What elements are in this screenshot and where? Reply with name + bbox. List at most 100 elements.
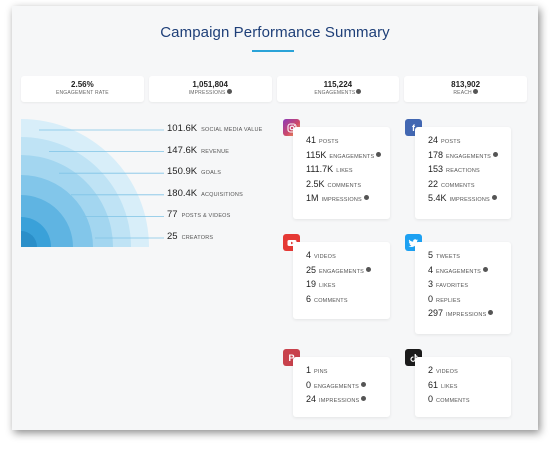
metric-row: 115K ENGAGEMENTS: [306, 150, 390, 165]
stat-value: 1,051,804: [192, 80, 228, 89]
summary-item: 150.9K GOALS: [167, 166, 222, 178]
metric-row: 3 FAVORITES: [428, 279, 511, 294]
metric-row: 153 REACTIONS: [428, 164, 511, 179]
summary-item: 147.6K REVENUE: [167, 144, 230, 156]
info-icon[interactable]: [226, 89, 232, 95]
tiktok-stats-card: 2 VIDEOS 61 LIKES 0 COMMENTS: [415, 357, 511, 417]
info-icon[interactable]: [472, 89, 478, 95]
metric-row: 24 IMPRESSIONS: [306, 394, 390, 409]
metric-row: 19 LIKES: [306, 279, 390, 294]
metric-row: 4 VIDEOS: [306, 250, 390, 265]
info-icon[interactable]: [361, 381, 366, 387]
title-underline: [252, 50, 294, 52]
metric-label: VIDEOS: [314, 254, 336, 260]
metric-label: VIDEOS: [436, 369, 458, 375]
youtube-stats-card: 4 VIDEOS 25 ENGAGEMENTS 19 LIKES 6 COMMENTS: [293, 242, 390, 319]
metric-value: 61: [428, 379, 439, 390]
info-icon[interactable]: [483, 266, 488, 272]
stat-card-engagements: 115,224 ENGAGEMENTS: [276, 76, 400, 102]
metric-value: 153: [428, 164, 444, 175]
stat-card-impressions: 1,051,804 IMPRESSIONS: [148, 76, 272, 102]
metric-value: 111.7K: [306, 164, 334, 175]
metric-label: IMPRESSIONS: [321, 197, 362, 204]
metric-row: 6 COMMENTS: [306, 294, 390, 309]
metric-row: 1M IMPRESSIONS: [306, 193, 390, 208]
info-icon[interactable]: [376, 151, 382, 157]
metric-value: 178: [428, 149, 444, 160]
summary-item: 101.6K SOCIAL MEDIA VALUE: [167, 123, 263, 134]
metric-value: 115K: [306, 149, 327, 160]
metric-row: 111.7K LIKES: [306, 164, 390, 179]
metric-value: 4: [306, 250, 312, 260]
report-frame: Campaign Performance Summary 2.56% ENGAG…: [12, 6, 538, 430]
metric-row: 4 ENGAGEMENTS: [428, 265, 511, 280]
info-icon[interactable]: [366, 266, 371, 272]
metric-row: 25 ENGAGEMENTS: [306, 265, 390, 280]
stat-label: ENGAGEMENT RATE: [55, 90, 109, 96]
metric-label: ENGAGEMENTS: [446, 153, 492, 160]
metric-label: REACTIONS: [446, 168, 480, 175]
summary-guide-lines: [39, 129, 164, 239]
metric-row: 0 REPLIES: [428, 294, 511, 309]
metric-value: 3: [428, 279, 434, 290]
metric-label: REPLIES: [436, 297, 461, 304]
summary-item: 25 CREATORS: [167, 230, 214, 242]
metric-row: 0 COMMENTS: [428, 394, 511, 409]
stat-card-reach: 813,902 REACH: [404, 76, 527, 102]
stat-label: REACH: [404, 89, 527, 96]
twitter-stats-card: 5 TWEETS 4 ENGAGEMENTS 3 FAVORITES 0 REPLIES 297…: [415, 242, 511, 334]
metric-value: 22: [428, 178, 439, 189]
metric-value: 2: [428, 365, 434, 375]
info-icon[interactable]: [488, 310, 494, 316]
metric-label: COMMENTS: [441, 182, 475, 189]
metric-label: LIKES: [336, 168, 353, 175]
metric-label: ENGAGEMENTS: [436, 268, 481, 275]
metric-row: 41 POSTS: [306, 135, 390, 150]
info-icon[interactable]: [491, 195, 497, 201]
info-icon[interactable]: [361, 396, 367, 402]
metric-value: 1M: [306, 193, 319, 204]
metric-row: 178 ENGAGEMENTS: [428, 150, 511, 165]
metric-value: 5.4K: [428, 193, 447, 204]
metric-row: 61 LIKES: [428, 380, 511, 395]
metric-label: ENGAGEMENTS: [314, 383, 359, 390]
metric-value: 2.5K: [306, 178, 325, 189]
metric-value: 41: [306, 135, 317, 145]
summary-radial-graphic: [21, 119, 161, 247]
metric-label: IMPRESSIONS: [449, 197, 490, 204]
metric-row: 2.5K COMMENTS: [306, 179, 390, 194]
metric-label: POSTS: [319, 139, 339, 145]
metric-value: 1: [306, 365, 312, 375]
stats-row: 2.56% ENGAGEMENT RATE 1,051,804 IMPRESSI…: [21, 76, 527, 102]
metric-value: 0: [428, 293, 434, 304]
metric-label: LIKES: [441, 383, 458, 390]
metric-value: 5: [428, 250, 434, 260]
summary-list: 101.6K SOCIAL MEDIA VALUE 147.6K REVENUE 1…: [167, 123, 263, 253]
metric-row: 0 ENGAGEMENTS: [306, 380, 390, 395]
metric-label: IMPRESSIONS: [446, 312, 487, 319]
metric-label: COMMENTS: [327, 182, 362, 189]
summary-item: 180.4K ACQUISITIONS: [167, 187, 243, 199]
info-icon[interactable]: [363, 195, 369, 201]
metric-value: 6: [306, 293, 312, 304]
metric-row: 24 POSTS: [428, 135, 511, 150]
metric-row: 297 IMPRESSIONS: [428, 308, 511, 323]
summary-item: 77 POSTS & VIDEOS: [167, 209, 231, 221]
metric-label: FAVORITES: [436, 283, 469, 290]
metric-label: COMMENTS: [314, 297, 348, 304]
pinterest-stats-card: 1 PINS 0 ENGAGEMENTS 24 IMPRESSIONS: [293, 357, 390, 417]
metric-row: 22 COMMENTS: [428, 179, 511, 194]
info-icon[interactable]: [493, 151, 499, 157]
stat-value: 115,224: [323, 80, 353, 89]
page-title: Campaign Performance Summary: [160, 24, 390, 41]
metric-row: 5 TWEETS: [428, 250, 511, 265]
stat-value: 813,902: [451, 80, 481, 89]
metric-label: POSTS: [441, 139, 461, 145]
metric-row: 5.4K IMPRESSIONS: [428, 193, 511, 208]
metric-value: 24: [428, 135, 439, 145]
metric-value: 0: [428, 394, 434, 405]
info-icon[interactable]: [356, 89, 362, 95]
metric-label: COMMENTS: [436, 398, 470, 405]
metric-value: 297: [428, 308, 444, 319]
metric-row: 2 VIDEOS: [428, 365, 511, 380]
